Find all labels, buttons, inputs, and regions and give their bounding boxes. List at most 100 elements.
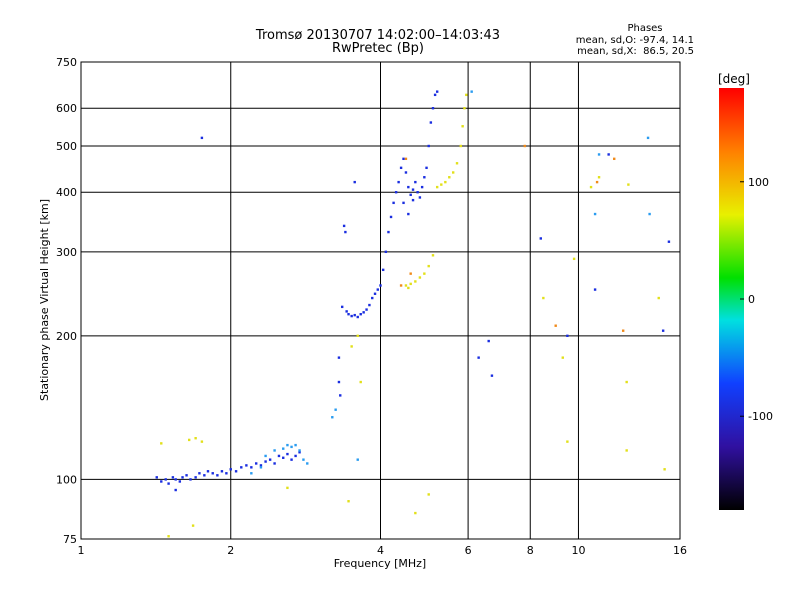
data-point: [350, 314, 353, 318]
data-point: [539, 237, 542, 240]
x-tick-label: 6: [465, 544, 472, 557]
data-point: [225, 472, 228, 475]
data-point: [409, 282, 412, 286]
data-point: [423, 176, 426, 179]
data-point: [259, 466, 263, 469]
colorbar: [719, 88, 744, 510]
data-point: [211, 472, 214, 475]
data-point: [411, 188, 415, 191]
data-point: [399, 284, 403, 287]
data-point: [273, 449, 276, 452]
x-tick-label: 4: [377, 544, 384, 557]
data-point: [353, 313, 356, 317]
data-point: [425, 166, 428, 170]
data-point: [411, 198, 415, 202]
data-point: [487, 339, 490, 343]
chart-title: Tromsø 20130707 14:02:00–14:03:43: [255, 28, 500, 43]
data-point: [259, 464, 263, 467]
data-point: [463, 107, 466, 110]
data-point: [286, 486, 289, 490]
data-point: [200, 136, 204, 140]
axis-ticks: 1 2 4 6 8 10 16 75 100 200 300 400 500 600 750: [56, 56, 687, 557]
data-point: [339, 394, 342, 397]
y-axis-label: Stationary phase Virtual Height [km]: [38, 199, 51, 401]
data-point: [607, 153, 610, 156]
data-point: [427, 264, 430, 268]
data-point: [171, 476, 175, 479]
data-point: [353, 180, 356, 184]
data-point: [657, 296, 660, 300]
data-point: [347, 500, 350, 503]
data-point: [240, 466, 243, 469]
data-point: [368, 303, 371, 307]
data-point: [245, 464, 248, 467]
data-point: [431, 107, 435, 110]
x-tick-label: 2: [227, 544, 234, 557]
data-point: [414, 180, 417, 184]
data-point: [389, 215, 393, 219]
data-point: [542, 296, 545, 300]
data-point: [234, 470, 238, 473]
x-tick-label: 10: [571, 544, 585, 557]
data-point: [220, 470, 224, 473]
data-point: [440, 183, 443, 186]
data-point: [273, 462, 276, 465]
data-point: [264, 454, 267, 458]
data-point: [461, 125, 464, 128]
data-point: [418, 196, 422, 199]
data-point: [254, 462, 258, 465]
data-point: [344, 230, 347, 234]
data-points: [155, 90, 671, 538]
data-point: [435, 90, 439, 93]
data-point: [414, 280, 417, 283]
data-point: [490, 374, 494, 377]
data-point: [164, 478, 167, 481]
data-point: [661, 329, 665, 332]
data-point: [593, 288, 597, 291]
data-point: [625, 380, 628, 384]
data-point: [178, 480, 182, 483]
data-point: [359, 380, 362, 384]
data-point: [392, 201, 395, 205]
data-point: [337, 380, 341, 384]
data-point: [399, 166, 403, 170]
data-point: [593, 212, 597, 216]
data-point: [359, 312, 362, 316]
y-tick-label: 400: [56, 186, 77, 199]
x-tick-label: 1: [78, 544, 85, 557]
data-point: [477, 356, 480, 359]
data-point: [459, 144, 462, 148]
data-point: [174, 488, 177, 492]
data-point: [189, 478, 192, 481]
data-point: [402, 157, 405, 161]
data-point: [409, 272, 412, 275]
colorbar-tick-label: 100: [748, 176, 769, 189]
data-point: [347, 312, 350, 316]
data-point: [444, 180, 447, 184]
y-tick-label: 200: [56, 330, 77, 343]
data-point: [409, 193, 412, 197]
data-point: [407, 185, 410, 189]
data-point: [331, 416, 334, 419]
data-point: [286, 443, 289, 447]
data-point: [277, 454, 281, 458]
data-point: [613, 157, 616, 161]
data-point: [250, 472, 253, 475]
data-point: [402, 201, 405, 205]
y-tick-label: 750: [56, 56, 77, 69]
chart-subtitle: RwPretec (Bp): [332, 41, 424, 56]
data-point: [356, 315, 359, 319]
data-point: [597, 176, 601, 179]
phase-info-heading: Phases: [627, 23, 662, 34]
data-point: [290, 445, 293, 449]
data-point: [334, 408, 337, 411]
colorbar-tick-label: -100: [748, 410, 773, 423]
data-point: [181, 476, 184, 479]
data-point: [216, 474, 219, 477]
data-point: [155, 476, 158, 479]
data-point: [566, 440, 569, 443]
data-point: [345, 310, 348, 313]
data-point: [387, 230, 390, 234]
data-point: [206, 470, 210, 473]
